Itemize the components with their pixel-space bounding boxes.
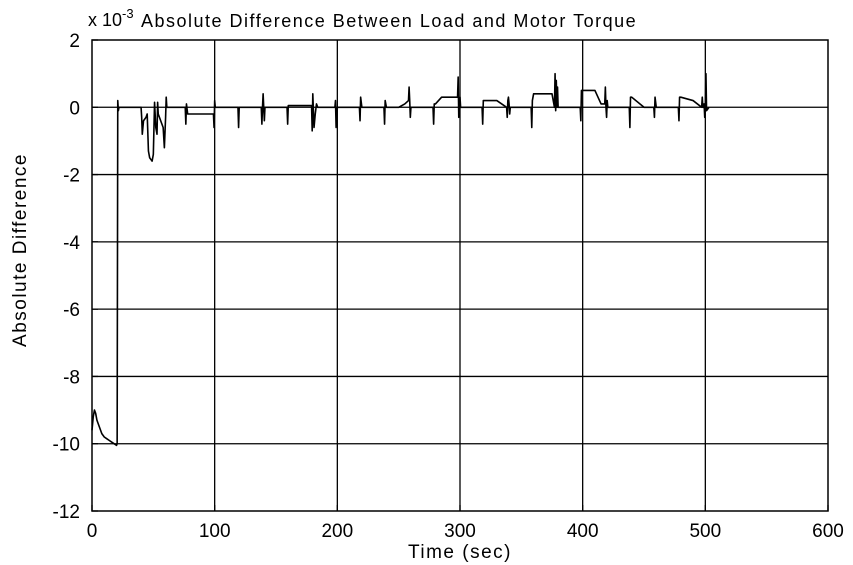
y-axis-label: Absolute Difference (10, 153, 31, 347)
x-tick-labels: 0 100 200 300 400 500 600 (87, 521, 844, 542)
series-line (91, 72, 710, 447)
y-tick-label: 2 (69, 31, 80, 52)
y-multiplier-base: x 10 (88, 10, 122, 30)
y-tick-label: -4 (63, 233, 80, 254)
y-tick-label: -6 (63, 300, 80, 321)
y-tick-label: -10 (53, 435, 80, 456)
y-tick-label: -2 (63, 166, 80, 187)
y-tick-label: -12 (53, 502, 80, 523)
x-tick-label: 0 (87, 521, 98, 542)
y-tick-label: -8 (63, 367, 80, 388)
x-tick-label: 600 (812, 521, 844, 542)
x-tick-label: 200 (321, 521, 353, 542)
x-tick-label: 300 (444, 521, 476, 542)
y-tick-labels: 2 0 -2 -4 -6 -8 -10 -12 (53, 31, 81, 523)
x-tick-label: 400 (567, 521, 599, 542)
tick-marks (91, 39, 829, 512)
y-tick-label: 0 (69, 98, 80, 119)
x-axis-label: Time (sec) (408, 542, 512, 563)
x-tick-label: 500 (689, 521, 721, 542)
chart-title: Absolute Difference Between Load and Mot… (141, 11, 637, 31)
y-multiplier: x 10-3 (88, 6, 134, 30)
y-multiplier-exponent: -3 (122, 6, 134, 21)
x-tick-label: 100 (199, 521, 231, 542)
grid (92, 40, 828, 511)
